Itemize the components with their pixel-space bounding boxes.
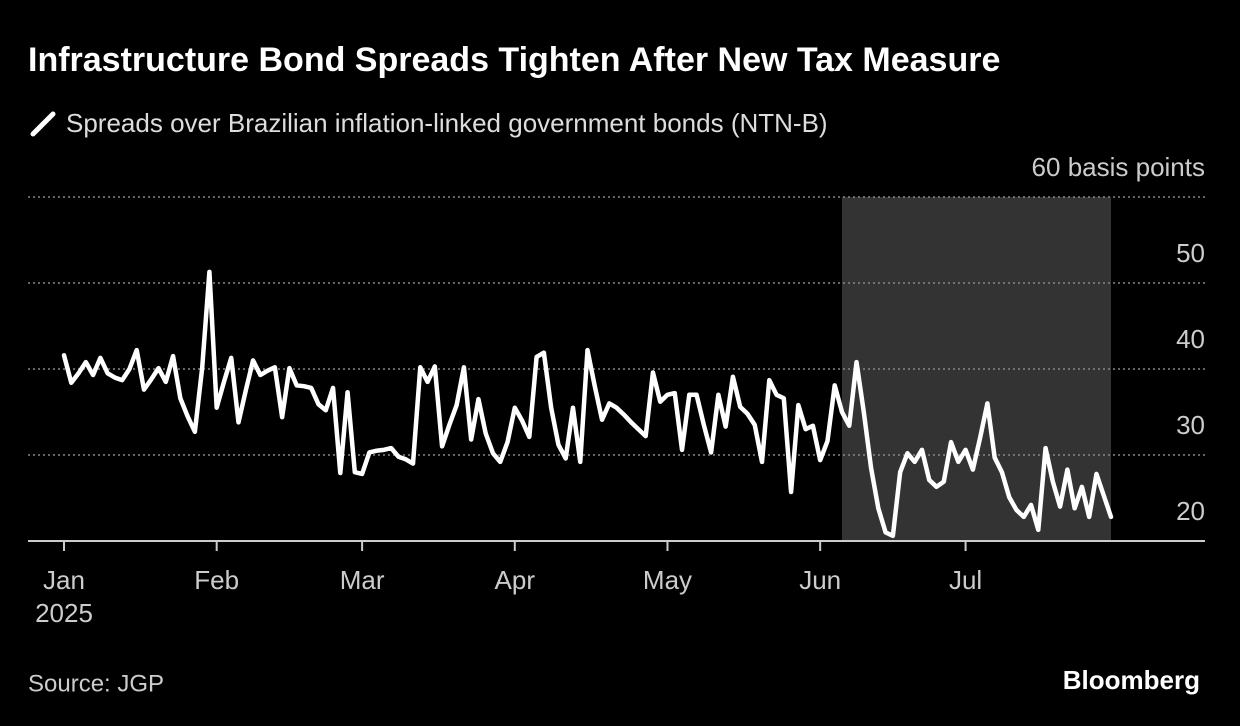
y-tick-label: 60 basis points	[1032, 152, 1205, 182]
x-tick-label: Feb	[194, 565, 239, 595]
chart-title: Infrastructure Bond Spreads Tighten Afte…	[28, 41, 1000, 79]
y-tick-label: 40	[1176, 324, 1205, 354]
x-tick-label: Jan	[43, 565, 85, 595]
x-tick-label: Mar	[340, 565, 385, 595]
brand: Bloomberg	[1063, 665, 1200, 695]
x-tick-label: Jun	[799, 565, 841, 595]
x-tick-label: Jul	[949, 565, 982, 595]
y-tick-label: 30	[1176, 410, 1205, 440]
series-line	[61, 269, 1114, 539]
y-tick-label: 50	[1176, 238, 1205, 268]
x-tick-label: May	[643, 565, 692, 595]
x-tick-label: Apr	[495, 565, 536, 595]
legend-label: Spreads over Brazilian inflation-linked …	[66, 108, 828, 138]
source: Source: JGP	[28, 670, 164, 697]
y-tick-label: 20	[1176, 496, 1205, 526]
legend-icon	[30, 111, 56, 137]
x-year-label: 2025	[35, 598, 93, 628]
